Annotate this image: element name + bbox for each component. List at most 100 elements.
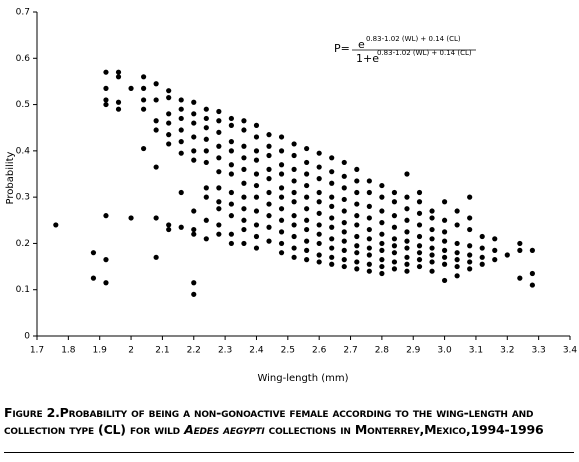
data-point	[492, 247, 498, 253]
y-tick-label: 0	[24, 332, 30, 342]
data-point	[103, 280, 109, 286]
data-point	[391, 213, 398, 219]
data-point	[304, 226, 310, 233]
data-point	[354, 213, 360, 219]
data-point	[253, 148, 260, 154]
data-point	[291, 141, 297, 147]
data-point	[366, 226, 372, 233]
data-point	[228, 201, 234, 207]
y-tick-label: 0.3	[16, 193, 30, 203]
data-point	[341, 185, 347, 191]
data-point	[391, 199, 398, 205]
data-point	[316, 231, 322, 237]
data-point	[266, 152, 272, 159]
data-point	[278, 185, 285, 191]
data-point	[366, 268, 372, 274]
y-tick-label: 0.4	[16, 146, 31, 156]
data-point	[266, 224, 272, 230]
data-point	[379, 257, 385, 263]
data-point	[517, 240, 523, 247]
data-point	[316, 189, 322, 196]
data-point	[53, 222, 59, 228]
data-point	[228, 189, 234, 196]
data-point	[90, 275, 97, 281]
data-point	[404, 254, 410, 260]
data-point	[404, 171, 410, 177]
x-tick-label: 2.7	[343, 346, 357, 356]
data-point	[153, 97, 159, 103]
data-point	[391, 224, 398, 230]
data-point	[241, 206, 247, 212]
data-point	[316, 150, 322, 156]
data-point	[203, 106, 209, 112]
data-point	[203, 125, 209, 131]
data-point	[404, 217, 410, 223]
data-point	[191, 120, 197, 126]
data-point	[479, 254, 485, 260]
data-point	[391, 259, 398, 265]
y-tick-label: 0.5	[16, 100, 30, 110]
data-point	[504, 252, 510, 258]
data-point	[278, 240, 285, 247]
data-point	[178, 224, 184, 230]
data-point	[266, 238, 272, 244]
data-point	[329, 215, 335, 221]
data-point	[329, 224, 335, 230]
data-point	[278, 250, 285, 256]
data-point	[241, 194, 247, 200]
data-point	[291, 254, 297, 260]
data-point	[341, 257, 347, 263]
data-point	[241, 240, 247, 247]
data-point	[329, 203, 335, 209]
caption-text: collections in Monterrey,Mexico,1994-199…	[264, 422, 544, 437]
data-point	[103, 101, 109, 108]
x-tick-label: 2.9	[406, 346, 421, 356]
data-point	[241, 143, 247, 149]
data-point	[203, 185, 209, 191]
data-point	[203, 159, 209, 166]
data-point	[429, 245, 435, 251]
data-point	[228, 213, 234, 219]
data-point	[404, 206, 410, 212]
data-point	[379, 208, 385, 214]
data-point	[203, 148, 209, 154]
data-point	[341, 238, 347, 244]
data-point	[241, 127, 247, 133]
data-point	[429, 215, 435, 221]
data-point	[228, 162, 234, 168]
data-point	[517, 275, 523, 281]
data-point	[316, 164, 322, 170]
data-point	[278, 148, 285, 154]
data-point	[141, 74, 147, 80]
data-point	[216, 155, 222, 161]
data-point	[228, 231, 234, 237]
data-point	[416, 243, 423, 249]
formula-num-exp: 0.83-1.02 (WL) + 0.14 (CL)	[366, 35, 461, 43]
data-point	[441, 229, 448, 235]
data-point	[191, 134, 197, 140]
data-point	[329, 261, 335, 267]
data-point	[266, 176, 272, 182]
data-point	[454, 257, 460, 263]
data-point	[404, 245, 410, 251]
data-point	[316, 252, 322, 258]
data-point	[416, 233, 423, 240]
x-tick-label: 2.6	[312, 346, 327, 356]
data-point	[479, 261, 485, 267]
data-point	[429, 252, 435, 258]
x-axis-label: Wing-length (mm)	[257, 373, 348, 384]
data-point	[416, 222, 423, 228]
data-point	[416, 263, 423, 270]
data-point	[103, 97, 109, 103]
data-point	[178, 106, 184, 112]
data-point	[354, 189, 360, 196]
data-point	[278, 217, 285, 223]
data-point	[429, 259, 435, 265]
data-point	[203, 136, 209, 142]
data-point	[304, 206, 310, 212]
data-point	[341, 208, 347, 214]
data-point	[278, 206, 285, 212]
data-point	[316, 199, 322, 205]
data-point	[354, 201, 360, 207]
data-point	[391, 243, 398, 249]
